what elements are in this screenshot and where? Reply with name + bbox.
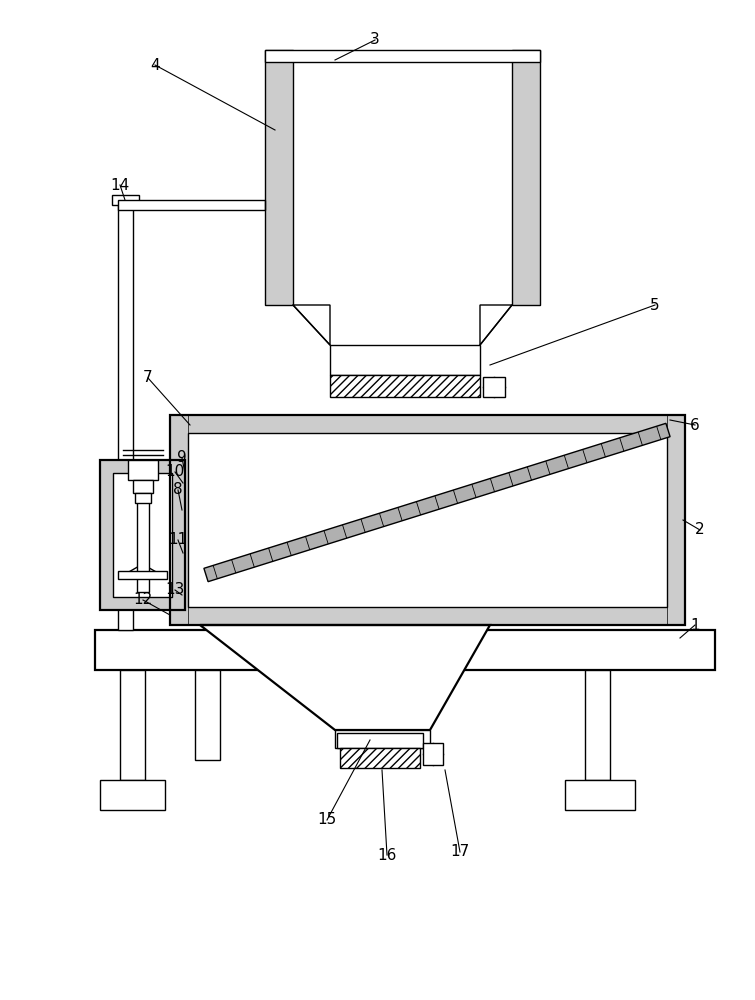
Bar [120, 670, 145, 780]
Text: 4: 4 [150, 57, 160, 73]
Bar [118, 200, 133, 630]
Bar [170, 607, 685, 625]
Text: 2: 2 [695, 522, 705, 538]
Bar [337, 733, 423, 748]
Bar [195, 670, 220, 760]
Bar [340, 748, 420, 768]
Bar [100, 460, 185, 610]
Bar [265, 50, 293, 305]
Text: 1: 1 [690, 617, 700, 633]
Text: 6: 6 [690, 418, 700, 432]
Bar [170, 415, 685, 625]
Bar [565, 780, 635, 810]
Bar [265, 50, 540, 62]
Bar [512, 50, 540, 305]
Bar [330, 375, 480, 397]
Bar [265, 50, 293, 305]
Text: 13: 13 [165, 582, 185, 597]
Bar [335, 730, 430, 748]
Text: 8: 8 [173, 483, 183, 497]
Text: 10: 10 [165, 464, 185, 480]
Text: 11: 11 [168, 532, 188, 548]
Bar [118, 571, 167, 579]
Text: 5: 5 [650, 298, 660, 312]
Bar [667, 415, 685, 625]
Text: 12: 12 [134, 592, 153, 607]
Bar [330, 345, 480, 375]
Polygon shape [293, 305, 330, 345]
Bar [423, 743, 443, 765]
Bar [128, 460, 158, 480]
Bar [585, 670, 610, 780]
Bar [512, 50, 540, 305]
Bar [100, 780, 165, 810]
Text: 16: 16 [378, 848, 396, 862]
Polygon shape [204, 423, 670, 582]
Bar [170, 415, 685, 433]
Bar [132, 480, 153, 493]
Bar [170, 415, 188, 625]
Bar [483, 377, 505, 397]
Text: 15: 15 [317, 812, 337, 828]
Bar [100, 460, 185, 610]
Text: 14: 14 [110, 178, 130, 192]
Polygon shape [480, 305, 512, 345]
Bar [118, 200, 265, 210]
Bar [113, 473, 172, 597]
Bar [137, 478, 149, 592]
Polygon shape [200, 625, 490, 730]
Bar [134, 493, 150, 503]
Bar [112, 195, 139, 205]
Text: 3: 3 [370, 32, 380, 47]
Bar [188, 433, 667, 607]
Text: 17: 17 [451, 844, 470, 859]
Text: 9: 9 [177, 450, 187, 466]
Bar [113, 473, 172, 597]
Text: 7: 7 [143, 370, 153, 385]
Bar [95, 630, 715, 670]
